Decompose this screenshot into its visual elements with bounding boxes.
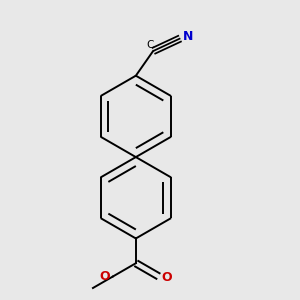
Text: C: C (147, 40, 154, 50)
Text: N: N (183, 30, 193, 44)
Text: O: O (162, 271, 172, 284)
Text: O: O (100, 270, 110, 283)
